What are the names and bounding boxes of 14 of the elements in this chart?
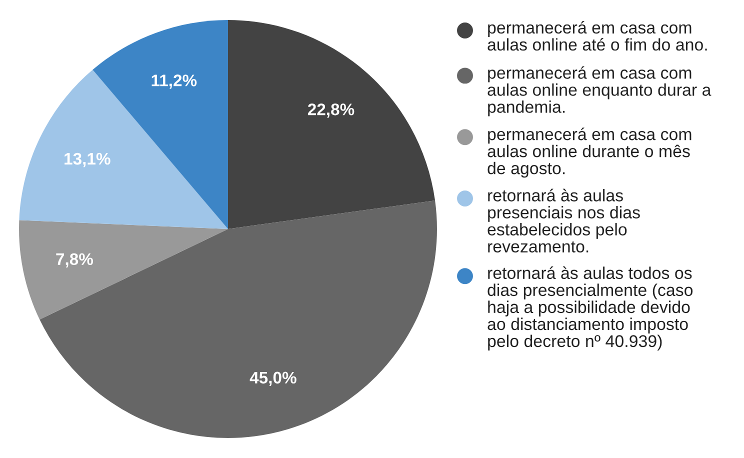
pie-slice: [19, 70, 228, 229]
data-label: 45,0%: [250, 372, 296, 386]
data-label: 7,8%: [56, 253, 94, 268]
pie-slice: [19, 220, 228, 320]
data-label: 11,2%: [152, 74, 197, 89]
data-label: 13,1%: [64, 152, 110, 168]
legend-label: permanecerá em casa com aulas online até o fim do ano.: [488, 21, 707, 51]
legend-label: permanecerá em casa com aulas online enquanto durar a pandemia.: [488, 66, 712, 116]
legend-label: permanecerá em casa com aulas online durante o mês de agosto.: [488, 128, 692, 178]
legend-label: retornará às aulas presenciais nos dias estabelecidos pelo revezamento.: [488, 188, 640, 253]
legend-label: retornará às aulas todos os dias presencialmente (caso haja a possibilidade devido ao distanciamento imposto pelo decreto nº 40.939): [488, 266, 693, 350]
data-label: 22,8%: [308, 104, 354, 118]
pie-slice: [40, 200, 437, 438]
pie-slice: [228, 20, 436, 229]
